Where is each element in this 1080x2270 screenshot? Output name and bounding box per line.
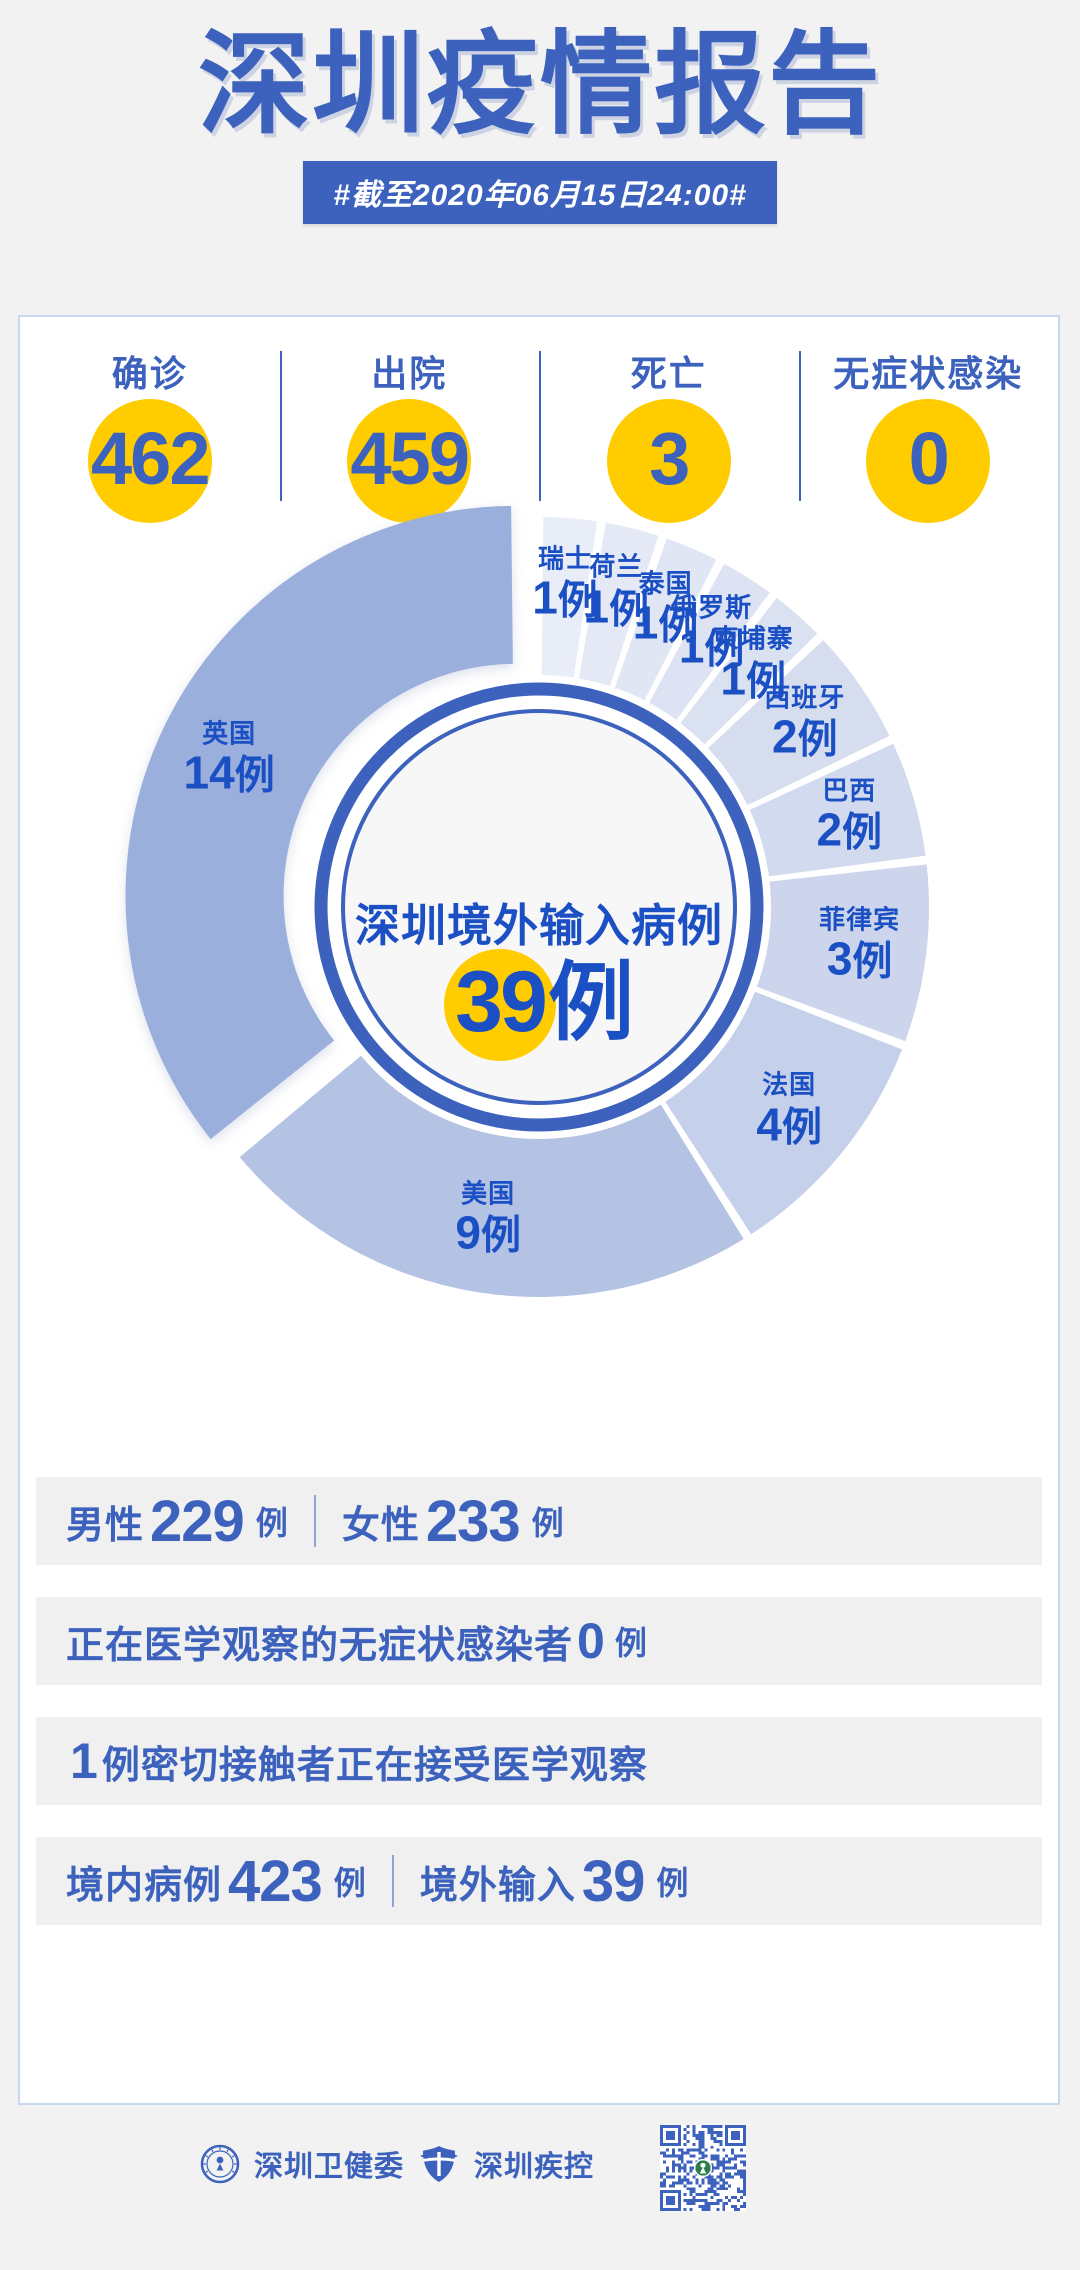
donut-slice-菲律宾[interactable] <box>756 864 930 1042</box>
domestic-label: 境内病例 <box>66 1864 223 1907</box>
brand-name: 深圳疾控 <box>474 2151 595 2183</box>
domestic-value: 423 <box>228 1848 323 1914</box>
date-banner: #截至2020年06月15日24:00# <box>303 161 777 225</box>
report-card: 确诊 462 出院 459 死亡 3 无症状感染 0 <box>18 315 1060 2105</box>
female-value: 233 <box>425 1488 521 1554</box>
donut-slice-英国[interactable] <box>125 505 513 1140</box>
stat-circle: 462 <box>87 399 212 523</box>
donut-inner-ring-inner <box>341 709 737 1105</box>
brand-cdc: 深圳疾控 <box>418 2143 594 2185</box>
asymptomatic-observation-bar: 正在医学观察的无症状感染者 0 例 <box>36 1597 1042 1685</box>
imported-unit: 例 <box>656 1865 689 1901</box>
donut-center-title: 深圳境外输入病例 <box>354 900 724 951</box>
donut-slice-荷兰[interactable] <box>578 522 659 687</box>
donut-center-total: 39 例 <box>444 949 634 1061</box>
asymptomatic-text: 正在医学观察的无症状感染者 <box>66 1624 574 1667</box>
donut-slice-柬埔寨[interactable] <box>680 597 818 745</box>
health-commission-emblem-icon <box>200 2144 240 2184</box>
stat-value: 0 <box>908 417 950 500</box>
donut-slices <box>125 505 930 1297</box>
stat-circle: 0 <box>866 399 991 523</box>
page-header: 深圳疫情报告 #截至2020年06月15日24:00# <box>0 0 1080 225</box>
page-footer: 深圳卫健委 深圳疾控 <box>0 2125 1080 2235</box>
donut-svg <box>125 505 930 1297</box>
stat-divider <box>279 351 282 501</box>
female-unit: 例 <box>531 1505 564 1541</box>
qr-code-icon[interactable] <box>660 2125 746 2211</box>
stat-asymptomatic: 无症状感染 0 <box>798 345 1059 523</box>
contacts-text: 例密切接触者正在接受医学观察 <box>101 1744 648 1787</box>
bar-divider <box>313 1495 316 1547</box>
male-unit: 例 <box>255 1505 288 1541</box>
donut-slice-西班牙[interactable] <box>708 640 890 806</box>
bar-divider <box>391 1855 394 1907</box>
close-contacts-bar: 1 例密切接触者正在接受医学观察 <box>36 1717 1042 1805</box>
page-title: 深圳疫情报告 <box>198 22 882 147</box>
donut-slice-美国[interactable] <box>239 1055 744 1297</box>
stat-value: 459 <box>350 417 470 500</box>
summary-stats-row: 确诊 462 出院 459 死亡 3 无症状感染 0 <box>20 345 1058 545</box>
donut-total-value: 39 <box>455 954 548 1050</box>
stat-circle: 459 <box>347 399 472 523</box>
donut-slice-泰国[interactable] <box>614 538 717 701</box>
stat-divider <box>539 351 541 501</box>
female-label: 女性 <box>341 1504 420 1547</box>
gender-bar: 男性 229 例 女性 233 例 <box>36 1477 1042 1565</box>
donut-total-unit: 例 <box>548 955 634 1051</box>
stat-value: 462 <box>91 417 210 500</box>
stat-value: 3 <box>649 417 690 500</box>
cdc-shield-emblem-icon <box>420 2146 458 2182</box>
stat-confirmed: 确诊 462 <box>20 345 280 523</box>
stat-label: 无症状感染 <box>833 353 1024 394</box>
imported-cases-donut-chart: 瑞士 1例 荷兰 1例 泰国 1例 俄罗斯 1例 柬埔寨 1例 西班牙 2例 巴西 2例 菲律宾 3例 法国 4例… <box>20 457 1058 1417</box>
imported-value: 39 <box>581 1848 646 1914</box>
donut-slice-俄罗斯[interactable] <box>649 563 770 720</box>
case-source-bar: 境内病例 423 例 境外输入 39 例 <box>36 1837 1042 1925</box>
imported-label: 境外输入 <box>419 1864 576 1907</box>
stat-deaths: 死亡 3 <box>539 345 799 523</box>
donut-slice-瑞士[interactable] <box>541 517 598 678</box>
stat-label: 确诊 <box>111 353 188 394</box>
asymptomatic-value: 0 <box>577 1613 605 1669</box>
asymptomatic-unit: 例 <box>614 1625 647 1661</box>
male-value: 229 <box>150 1488 245 1554</box>
contacts-value: 1 <box>70 1733 98 1789</box>
detail-bars: 男性 229 例 女性 233 例 正在医学观察的无症状感染者 0 例 1 例密… <box>36 1477 1042 1957</box>
donut-total-circle: 39 <box>444 949 556 1061</box>
domestic-unit: 例 <box>333 1865 366 1901</box>
stat-label: 出院 <box>371 353 448 394</box>
donut-slice-法国[interactable] <box>665 991 903 1235</box>
stat-discharged: 出院 459 <box>279 345 540 523</box>
date-banner-wrap: #截至2020年06月15日24:00# <box>0 161 1080 225</box>
donut-slice-巴西[interactable] <box>749 743 926 877</box>
brand-name: 深圳卫健委 <box>254 2151 405 2183</box>
brand-health-commission: 深圳卫健委 <box>200 2143 404 2185</box>
male-label: 男性 <box>66 1504 145 1547</box>
stat-divider <box>798 351 801 501</box>
stat-label: 死亡 <box>630 353 707 394</box>
stat-circle: 3 <box>606 399 731 523</box>
